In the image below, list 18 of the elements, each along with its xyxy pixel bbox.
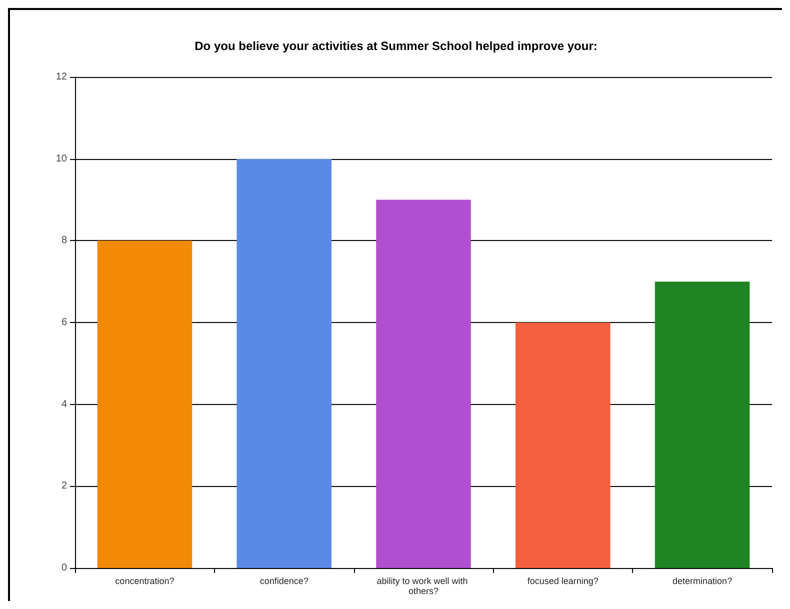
- x-tick-label: ability to work well with others?: [376, 576, 470, 596]
- bar: [654, 282, 750, 568]
- y-tick-label: 0: [61, 562, 68, 574]
- x-tick-label: concentration?: [115, 576, 174, 586]
- x-tick-label: confidence?: [260, 576, 308, 586]
- bar: [97, 240, 192, 568]
- x-tick-label: determination?: [672, 576, 732, 586]
- bar: [376, 200, 471, 568]
- y-tick-label: 6: [61, 317, 68, 328]
- y-tick-label: 10: [56, 153, 68, 164]
- bar: [516, 322, 610, 568]
- y-tick-label: 2: [61, 480, 68, 492]
- chart-title: Do you believe your activities at Summer School helped improve your:: [194, 39, 598, 53]
- bar: [236, 158, 332, 568]
- x-tick-label: focused learning?: [527, 576, 598, 586]
- y-tick-label: 8: [61, 235, 68, 246]
- y-tick-label: 12: [56, 72, 68, 82]
- y-tick-label: 4: [61, 398, 68, 410]
